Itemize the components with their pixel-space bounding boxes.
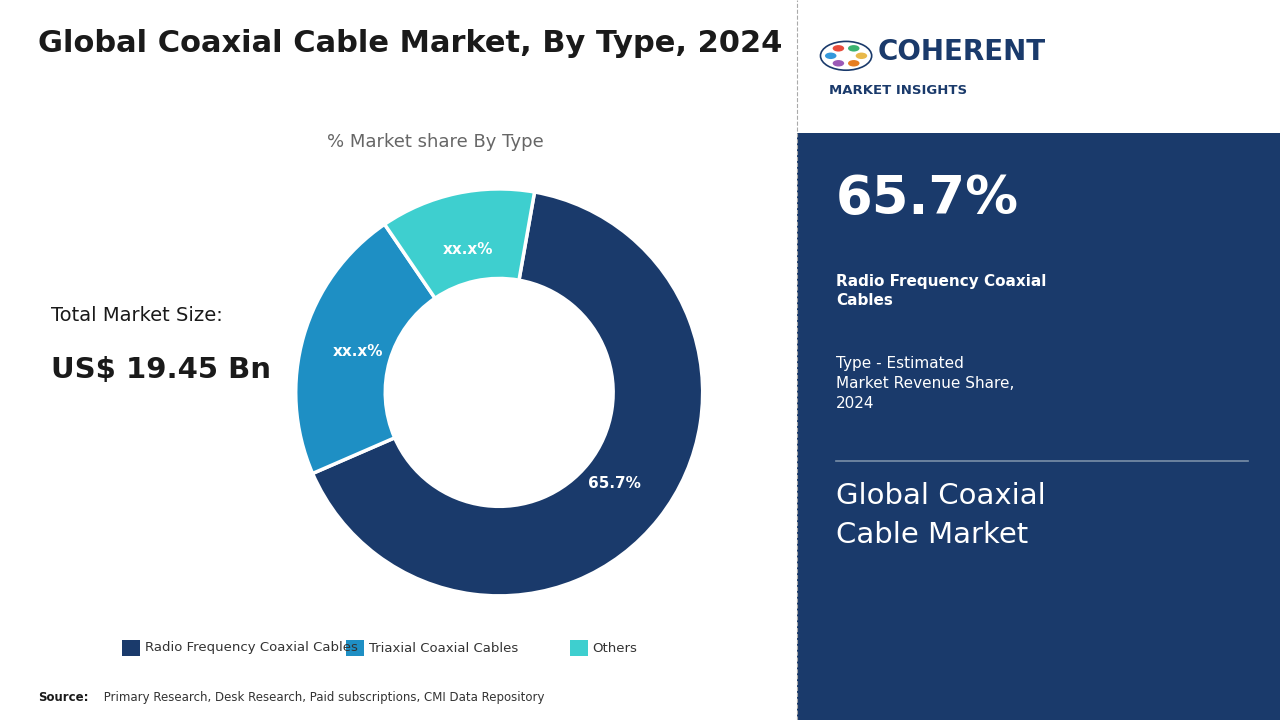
Text: Radio Frequency Coaxial
Cables: Radio Frequency Coaxial Cables — [836, 274, 1046, 308]
Text: Total Market Size:: Total Market Size: — [51, 306, 223, 325]
Text: Radio Frequency Coaxial Cables: Radio Frequency Coaxial Cables — [145, 642, 357, 654]
Text: Global Coaxial Cable Market, By Type, 2024: Global Coaxial Cable Market, By Type, 20… — [38, 29, 783, 58]
Text: Global Coaxial
Cable Market: Global Coaxial Cable Market — [836, 482, 1046, 549]
Text: Triaxial Coaxial Cables: Triaxial Coaxial Cables — [369, 642, 518, 654]
Text: Type - Estimated
Market Revenue Share,
2024: Type - Estimated Market Revenue Share, 2… — [836, 356, 1014, 411]
Text: 65.7%: 65.7% — [836, 173, 1019, 225]
Text: MARKET INSIGHTS: MARKET INSIGHTS — [829, 84, 968, 97]
Wedge shape — [384, 189, 535, 298]
Text: US$ 19.45 Bn: US$ 19.45 Bn — [51, 356, 271, 384]
Text: xx.x%: xx.x% — [333, 344, 384, 359]
Text: xx.x%: xx.x% — [443, 242, 494, 256]
Text: COHERENT: COHERENT — [878, 38, 1046, 66]
Text: Source:: Source: — [38, 691, 88, 704]
Text: 65.7%: 65.7% — [588, 476, 641, 490]
Text: % Market share By Type: % Market share By Type — [326, 133, 544, 151]
Wedge shape — [296, 224, 435, 474]
Text: Others: Others — [593, 642, 637, 654]
Text: Primary Research, Desk Research, Paid subscriptions, CMI Data Repository: Primary Research, Desk Research, Paid su… — [100, 691, 544, 704]
Wedge shape — [312, 192, 703, 596]
